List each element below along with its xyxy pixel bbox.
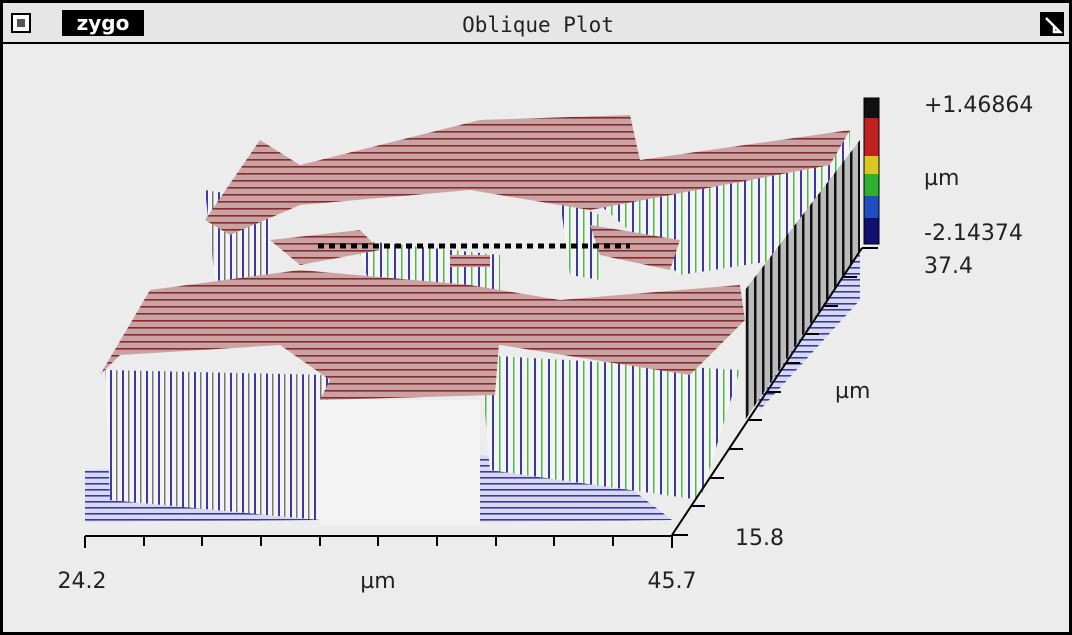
gap — [320, 400, 480, 525]
y-start: 15.8 — [735, 526, 784, 551]
x-end: 45.7 — [648, 569, 697, 594]
color-swatch — [864, 118, 879, 156]
color-unit: µm — [924, 166, 959, 191]
color-swatch — [864, 174, 879, 196]
wall — [105, 370, 330, 520]
y-end: 37.4 — [924, 254, 973, 279]
window-title: Oblique Plot — [462, 13, 614, 37]
post — [450, 255, 490, 267]
color-swatch — [864, 98, 879, 118]
x-start: 24.2 — [58, 569, 107, 594]
window: zygo Oblique Plot +1.46864 µm -2.14374 — [0, 0, 1072, 635]
color-swatch — [864, 156, 879, 174]
y-unit: µm — [835, 379, 870, 404]
logo: zygo — [77, 11, 130, 35]
color-max: +1.46864 — [924, 93, 1033, 118]
color-swatch — [864, 218, 879, 244]
x-unit: µm — [360, 569, 395, 594]
color-bar — [864, 98, 879, 244]
color-min: -2.14374 — [924, 221, 1023, 246]
close-icon — [17, 19, 25, 27]
color-swatch — [864, 196, 879, 218]
